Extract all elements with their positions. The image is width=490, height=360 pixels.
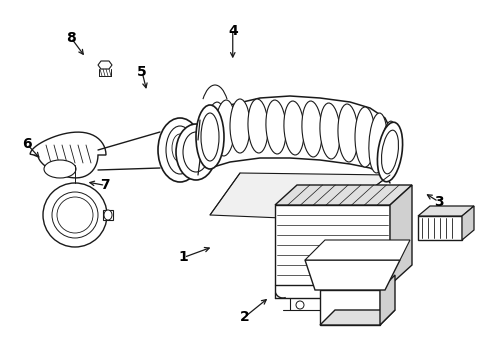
Text: 7: 7 [100,179,110,192]
Polygon shape [418,206,474,216]
Ellipse shape [230,99,250,153]
Ellipse shape [302,101,322,157]
Polygon shape [210,173,390,220]
Ellipse shape [355,107,375,167]
Circle shape [361,301,369,309]
Text: 3: 3 [434,195,443,208]
Ellipse shape [183,132,209,172]
Polygon shape [275,185,412,205]
Text: 8: 8 [66,31,76,45]
Text: 6: 6 [22,137,32,151]
Polygon shape [103,210,113,220]
Polygon shape [275,205,390,285]
Text: 1: 1 [179,251,189,264]
Ellipse shape [379,121,396,181]
Polygon shape [320,290,380,325]
Polygon shape [305,260,400,290]
Ellipse shape [201,113,219,161]
Ellipse shape [215,100,235,156]
Ellipse shape [248,99,268,153]
Ellipse shape [382,130,398,174]
Ellipse shape [44,160,76,178]
Ellipse shape [205,102,225,158]
Ellipse shape [377,122,403,182]
Polygon shape [380,275,395,325]
Ellipse shape [172,134,188,162]
Text: 2: 2 [240,310,250,324]
Ellipse shape [176,124,216,180]
Polygon shape [98,61,112,69]
Text: 4: 4 [228,24,238,37]
Circle shape [43,183,107,247]
Circle shape [57,197,93,233]
Circle shape [52,192,98,238]
Ellipse shape [158,118,202,182]
Ellipse shape [284,101,304,155]
Ellipse shape [369,113,387,173]
Ellipse shape [196,105,224,169]
Polygon shape [30,132,106,178]
Polygon shape [305,240,410,260]
Ellipse shape [104,210,112,220]
Polygon shape [320,310,395,325]
Polygon shape [462,206,474,240]
Circle shape [296,301,304,309]
Text: 5: 5 [137,65,147,79]
Ellipse shape [166,126,194,174]
Polygon shape [390,185,412,285]
Ellipse shape [266,100,286,154]
Polygon shape [418,216,462,240]
Ellipse shape [338,104,358,162]
Ellipse shape [320,103,340,159]
